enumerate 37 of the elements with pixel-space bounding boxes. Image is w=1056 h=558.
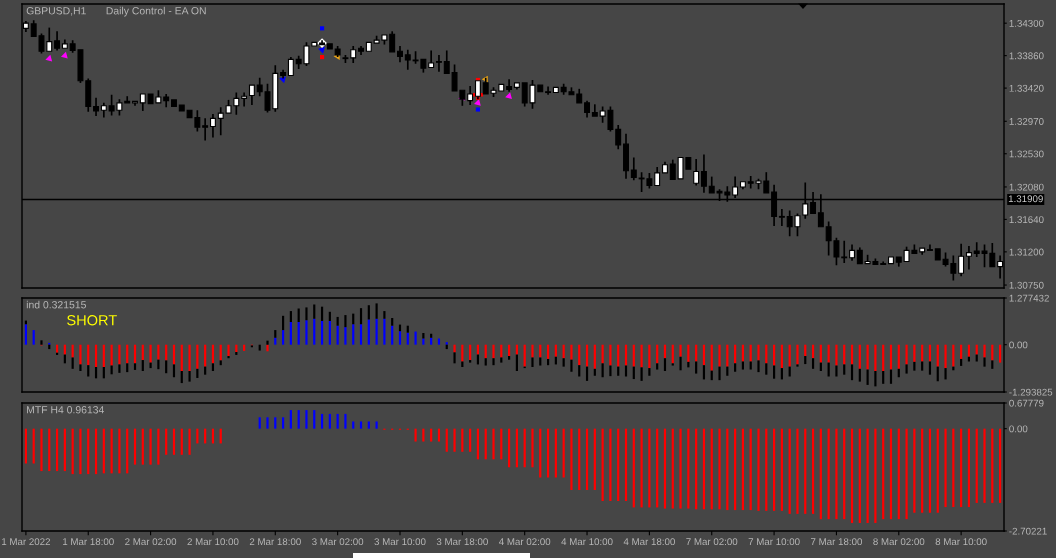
y-tick-label: 0.00: [1009, 425, 1028, 433]
x-tick-label: 2 Mar 02:00: [125, 538, 177, 546]
x-tick-label: 3 Mar 18:00: [436, 538, 488, 546]
x-tick-label: 2 Mar 10:00: [187, 538, 239, 546]
y-tick-label: 1.31640: [1009, 216, 1044, 224]
x-tick-label: 7 Mar 10:00: [748, 538, 800, 546]
x-tick-label: 3 Mar 02:00: [312, 538, 364, 546]
y-tick-label: 0.00: [1009, 341, 1028, 349]
x-tick-label: 4 Mar 10:00: [561, 538, 613, 546]
y-tick-label: 0.67779: [1009, 399, 1044, 407]
x-tick-label: 8 Mar 10:00: [935, 538, 987, 546]
y-tick-label: 1.33860: [1009, 52, 1044, 60]
y-tick-label: 1.30750: [1009, 281, 1044, 289]
x-tick-label: 7 Mar 02:00: [686, 538, 738, 546]
y-tick-label: 1.33420: [1009, 84, 1044, 92]
y-tick-label: -1.293825: [1009, 388, 1053, 396]
x-tick-label: 7 Mar 18:00: [811, 538, 862, 546]
y-tick-label: 1.34300: [1009, 19, 1044, 27]
ref-line-label: 1.31909: [1008, 195, 1043, 203]
y-tick-label: 1.32530: [1009, 150, 1044, 158]
x-tick-label: 4 Mar 02:00: [498, 538, 551, 546]
chart-subtitle: Daily Control - EA ON: [106, 6, 206, 17]
x-tick-label: 1 Mar 18:00: [63, 538, 114, 546]
y-tick-label: -2.70221: [1009, 527, 1047, 535]
x-tick-label: 4 Mar 18:00: [623, 538, 675, 546]
y-tick-label: 1.32080: [1009, 183, 1044, 191]
annotation: SHORT: [67, 315, 117, 326]
x-tick-label: 3 Mar 10:00: [374, 538, 426, 546]
x-tick-label: 2 Mar 18:00: [249, 538, 301, 546]
y-tick-label: 1.31200: [1009, 248, 1044, 256]
y-tick-label: 1.277432: [1009, 294, 1049, 302]
chart-title: GBPUSD,H1: [26, 7, 86, 16]
x-tick-label: 8 Mar 02:00: [873, 538, 925, 546]
x-tick-label: 1 Mar 2022: [2, 538, 50, 546]
chart-title: MTF H4 0.96134: [27, 406, 105, 414]
y-tick-label: 1.32970: [1009, 118, 1044, 125]
chart-title: ind 0.321515: [26, 300, 86, 309]
